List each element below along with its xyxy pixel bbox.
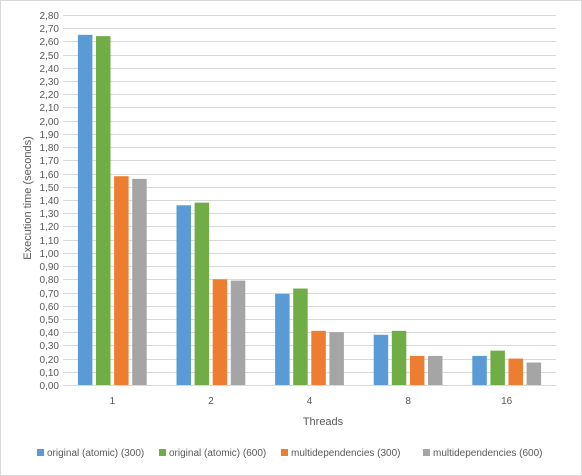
bar (176, 205, 191, 385)
y-tick-label: 0,00 (40, 381, 60, 392)
bar (311, 330, 326, 385)
x-tick-label: 1 (110, 396, 116, 407)
y-tick-label: 1,40 (40, 196, 60, 207)
bars (77, 34, 542, 386)
bar (230, 280, 246, 385)
y-tick-label: 0,60 (40, 302, 60, 313)
y-tick-label: 0,10 (40, 368, 60, 379)
y-tick-label: 1,00 (40, 249, 60, 260)
bar (194, 202, 210, 385)
y-tick-label: 1,60 (40, 170, 60, 181)
y-tick-label: 0,90 (40, 262, 60, 273)
y-tick-label: 1,90 (40, 130, 60, 141)
bar (472, 355, 487, 385)
bar (77, 34, 93, 385)
y-tick-label: 1,50 (40, 183, 60, 194)
legend-label: multidependencies (600) (433, 448, 543, 459)
x-tick-label: 8 (405, 396, 411, 407)
bar (428, 355, 443, 385)
bar (409, 355, 425, 385)
y-tick-label: 1,10 (40, 236, 60, 247)
legend-swatch (423, 449, 430, 456)
bar (114, 176, 129, 385)
x-tick-label: 16 (501, 396, 513, 407)
bar (526, 362, 542, 385)
y-tick-label: 2,50 (40, 51, 60, 62)
y-tick-label: 0,80 (40, 275, 60, 286)
y-tick-label: 0,20 (40, 355, 60, 366)
bar (132, 178, 147, 385)
y-tick-label: 2,40 (40, 64, 60, 75)
y-tick-label: 0,70 (40, 289, 60, 300)
y-axis-title: Execution time (seconds) (22, 136, 34, 260)
bar (490, 350, 505, 385)
y-tick-label: 0,50 (40, 315, 60, 326)
bar (293, 288, 308, 385)
y-tick-label: 2,20 (40, 90, 60, 101)
y-tick-label: 2,60 (40, 37, 60, 48)
legend-swatch (281, 449, 288, 456)
bar (96, 36, 111, 386)
legend: original (atomic) (300) original (atomic)… (37, 448, 543, 459)
bar (373, 334, 389, 385)
legend-label: original (atomic) (300) (47, 448, 144, 459)
legend-label: multidependencies (300) (291, 448, 401, 459)
y-tick-label: 2,80 (40, 11, 60, 22)
legend-swatch (37, 449, 44, 456)
y-tick-label: 1,70 (40, 156, 60, 167)
axes: 0,00 0,10 0,20 0,30 0,40 0,50 0,60 0,70 0,80 0,90… (40, 11, 556, 407)
y-tick-label: 1,20 (40, 222, 60, 233)
x-tick-label: 4 (307, 396, 313, 407)
legend-label: original (atomic) (600) (169, 448, 266, 459)
y-tick-label: 0,30 (40, 341, 60, 352)
y-tick-label: 1,30 (40, 209, 60, 220)
y-tick-label: 2,30 (40, 77, 60, 88)
bar (329, 332, 344, 385)
y-tick-label: 1,80 (40, 143, 60, 154)
x-tick-label: 2 (208, 396, 214, 407)
bar (212, 279, 228, 385)
x-axis-title: Threads (303, 416, 344, 428)
legend-swatch (159, 449, 166, 456)
y-tick-label: 2,00 (40, 117, 60, 128)
bar (391, 330, 407, 385)
y-tick-label: 0,40 (40, 328, 60, 339)
y-tick-label: 2,70 (40, 24, 60, 35)
bar (508, 358, 523, 385)
y-tick-label: 2,10 (40, 103, 60, 114)
bar (275, 293, 290, 385)
